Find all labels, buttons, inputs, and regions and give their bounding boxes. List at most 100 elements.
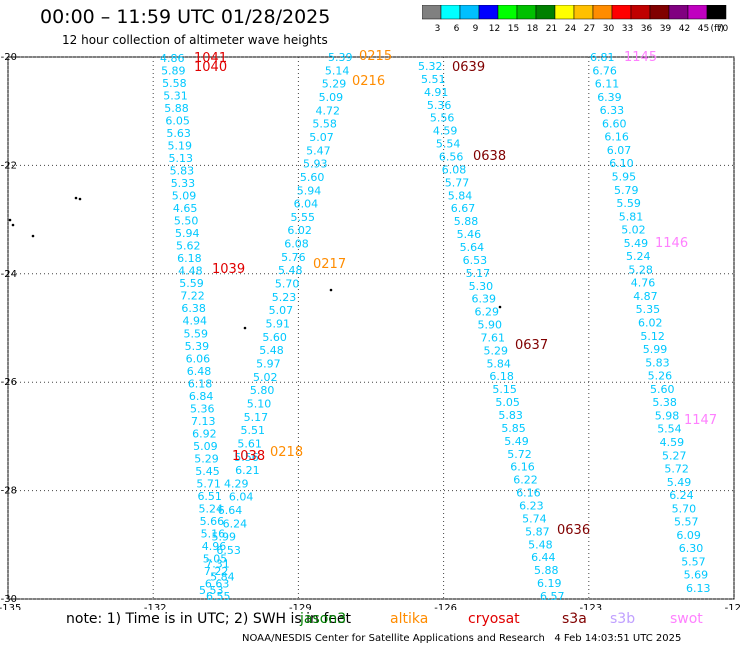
wave-height-value: 5.02	[621, 224, 646, 237]
page-title: 00:00 – 11:59 UTC 01/28/2025	[40, 6, 331, 28]
wave-height-value: 6.53	[216, 544, 241, 557]
legend-unit: (ft)	[710, 24, 724, 34]
wave-height-value: 5.59	[179, 277, 204, 290]
latitude-tick-label: -28	[1, 486, 17, 497]
wave-height-value: 6.04	[229, 491, 254, 504]
wave-height-value: 5.46	[457, 228, 482, 241]
wave-height-value: 6.21	[235, 464, 260, 477]
wave-height-value: 6.39	[472, 293, 497, 306]
wave-height-value: 5.77	[445, 176, 470, 189]
wave-height-value: 5.66	[200, 515, 225, 528]
wave-height-value: 5.45	[195, 465, 220, 478]
wave-height-value: 5.97	[256, 357, 281, 370]
wave-height-value: 6.29	[475, 306, 500, 319]
pass-time-label: 0637	[515, 338, 548, 353]
wave-height-value: 6.05	[165, 115, 190, 128]
wave-height-value: 5.56	[234, 451, 259, 464]
wave-height-value: 5.89	[161, 65, 186, 78]
wave-height-value: 5.49	[504, 435, 529, 448]
wave-height-value: 5.24	[626, 250, 651, 263]
wave-height-value: 6.23	[519, 500, 544, 513]
wave-height-value: 5.39	[185, 340, 210, 353]
wave-height-value: 6.56	[439, 150, 464, 163]
wave-height-value: 7.13	[191, 415, 216, 428]
wave-height-value: 5.39	[328, 51, 353, 64]
wave-height-value: 5.91	[266, 318, 291, 331]
pass-time-label: 1041	[194, 51, 227, 66]
legend-label: 42	[679, 24, 690, 34]
legend-label: 70	[717, 24, 729, 34]
wave-height-value: 5.99	[212, 531, 237, 544]
wave-height-value: 5.99	[643, 343, 668, 356]
wave-height-value: 5.54	[436, 138, 461, 151]
wave-height-value: 4.65	[173, 202, 198, 215]
legend-label: 30	[603, 24, 615, 34]
wave-height-value: 5.59	[616, 197, 641, 210]
wave-height-value: 6.16	[510, 461, 535, 474]
wave-height-value: 5.60	[300, 171, 325, 184]
wave-height-value: 6.33	[600, 104, 625, 117]
wave-height-value: 5.83	[170, 165, 195, 178]
latitude-tick-label: -22	[1, 160, 17, 171]
island-marker	[8, 218, 12, 222]
longitude-tick-label: -126	[434, 603, 457, 610]
wave-height-value: 5.51	[421, 73, 446, 86]
wave-height-value: 5.58	[312, 118, 337, 131]
wave-height-value: 5.16	[201, 527, 226, 540]
wave-height-value: 5.62	[176, 240, 201, 253]
pass-time-label: 1040	[194, 60, 227, 75]
legend-label: 36	[641, 24, 653, 34]
latitude-tick-label: -24	[1, 269, 17, 280]
wave-height-value: 6.30	[679, 542, 704, 555]
wave-height-value: 5.24	[199, 502, 224, 515]
satellite-label-s3b: s3b	[610, 611, 636, 627]
wave-height-value: 6.24	[669, 489, 694, 502]
wave-height-value: 5.53	[199, 584, 224, 597]
wave-height-value: 5.64	[460, 241, 485, 254]
wave-height-value: 5.49	[624, 237, 649, 250]
wave-height-value: 6.08	[442, 163, 467, 176]
legend-label: 33	[622, 24, 633, 34]
satellite-label-s3a: s3a	[562, 611, 587, 627]
wave-height-value: 5.74	[522, 512, 547, 525]
wave-height-value: 5.26	[648, 370, 673, 383]
wave-height-value: 6.76	[592, 64, 617, 77]
pass-time-label: 0216	[352, 74, 385, 89]
wave-height-value: 5.10	[247, 397, 272, 410]
wave-height-value: 5.32	[418, 60, 443, 73]
wave-height-value: 5.83	[498, 409, 522, 422]
wave-height-value: 6.18	[489, 370, 514, 383]
wave-height-value: 6.24	[223, 517, 248, 530]
legend-label: 9	[473, 24, 479, 34]
wave-height-value: 4.96	[202, 540, 227, 553]
wave-height-value: 6.08	[284, 238, 309, 251]
wave-height-value: 5.38	[652, 396, 677, 409]
wave-height-color-legend: 3 6 9 12 15 18 21 24 27 30 33 36 39 42 45 70(ft)	[422, 5, 729, 34]
wave-height-value: 5.69	[684, 569, 709, 582]
wave-height-value: 4.87	[633, 290, 658, 303]
wave-height-value: 5.07	[269, 304, 294, 317]
island-marker	[78, 197, 82, 201]
longitude-tick-label: -132	[144, 603, 167, 610]
wave-height-value: 7.22	[204, 565, 229, 578]
wave-height-value: 5.72	[664, 463, 689, 476]
wave-height-value: 5.88	[164, 102, 189, 115]
wave-height-value: 5.84	[210, 571, 235, 584]
wave-height-value: 5.02	[253, 371, 278, 384]
legend-label: 18	[527, 24, 539, 34]
wave-height-value: 5.70	[275, 278, 300, 291]
wave-height-value: 6.38	[181, 302, 206, 315]
longitude-tick-label: -123	[579, 603, 602, 610]
wave-height-value: 5.09	[172, 190, 197, 203]
legend-label: 21	[546, 24, 557, 34]
legend-label: 24	[565, 24, 577, 34]
wave-height-value: 6.51	[197, 490, 222, 503]
wave-height-value: 6.44	[531, 551, 556, 564]
wave-height-value: 6.07	[607, 144, 632, 157]
map-frame	[7, 56, 735, 600]
wave-height-value: 5.50	[174, 215, 199, 228]
wave-height-value: 6.10	[609, 157, 634, 170]
wave-height-value: 5.09	[193, 440, 218, 453]
wave-height-value: 5.84	[486, 357, 511, 370]
wave-height-value: 5.63	[166, 127, 191, 140]
